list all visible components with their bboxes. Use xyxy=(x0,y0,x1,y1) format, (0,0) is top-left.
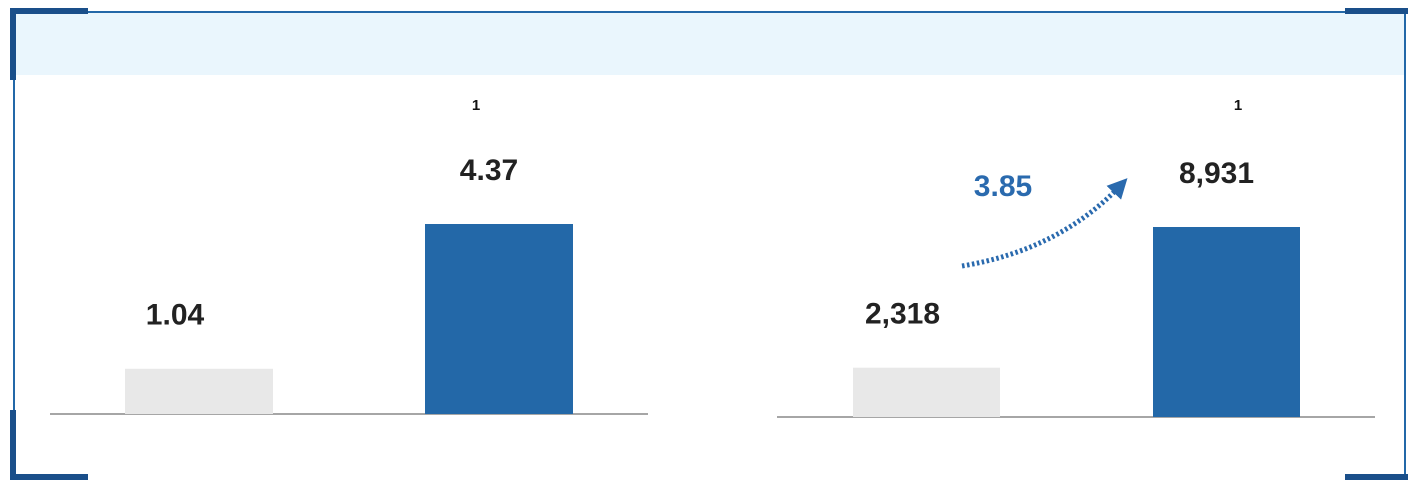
value-label: 4.37 xyxy=(460,154,518,187)
bar xyxy=(853,367,1000,417)
value-label: 8,931 xyxy=(1179,157,1254,190)
footnote: 1 xyxy=(1234,97,1242,114)
header-band xyxy=(14,12,1405,75)
value-label: 1.04 xyxy=(146,299,205,332)
bar xyxy=(1153,227,1300,417)
bar xyxy=(125,368,273,414)
growth-arrow xyxy=(961,178,1128,269)
corner xyxy=(10,8,88,80)
value-label: 2,318 xyxy=(865,298,940,331)
growth-annotation: 3.85 xyxy=(974,170,1032,203)
bar xyxy=(425,224,573,414)
corner xyxy=(10,410,88,480)
footnote: 1 xyxy=(472,97,480,114)
